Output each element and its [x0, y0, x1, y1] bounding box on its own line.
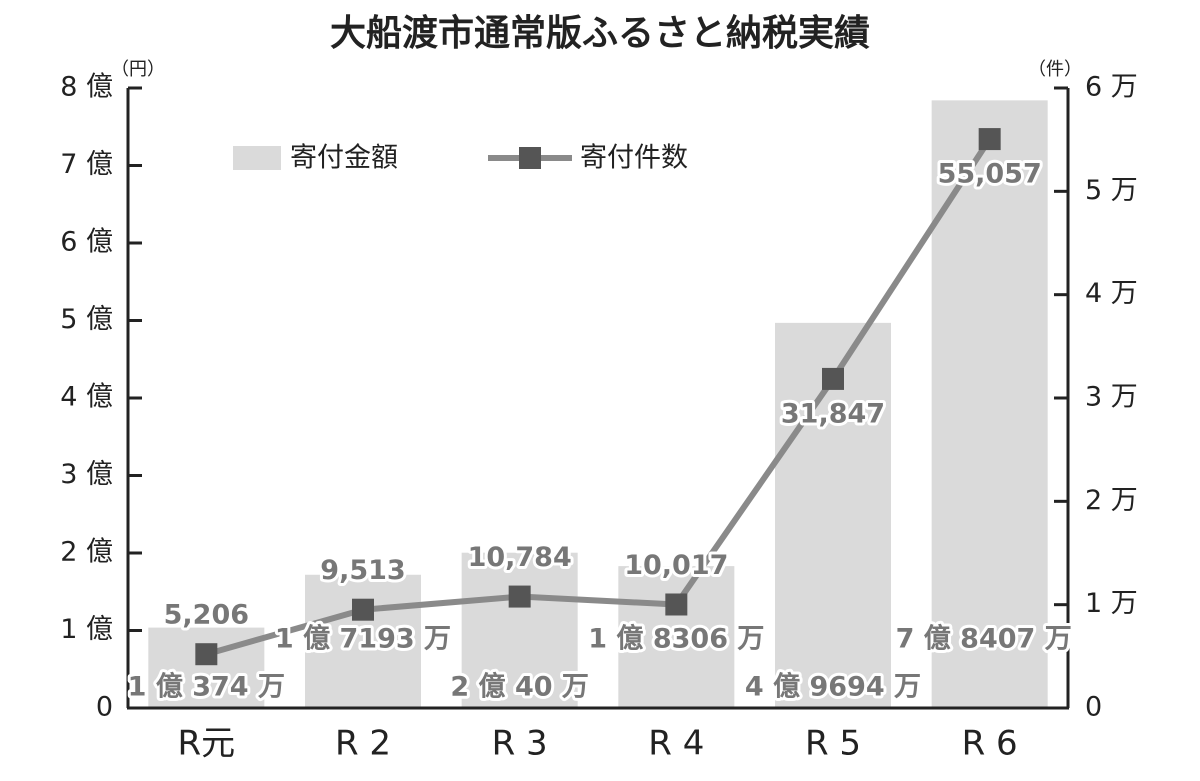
y-tick-label: 4 億: [60, 382, 113, 413]
x-tick-label: R 3: [492, 724, 548, 764]
legend-swatch: [233, 146, 281, 170]
y-tick-label: 5 億: [60, 304, 113, 335]
y-tick-label: 1 億: [60, 614, 113, 645]
marker: [665, 593, 688, 616]
bar: [931, 100, 1048, 708]
marker: [822, 367, 844, 390]
data-label: 1 億 8306 万: [588, 624, 764, 655]
data-label: 55,057: [938, 159, 1042, 190]
y-tick-label: 6 億: [60, 227, 113, 258]
x-tick-label: R元: [178, 724, 236, 764]
data-label: 31,847: [781, 398, 885, 429]
data-label: 7 億 8407 万: [896, 624, 1072, 655]
x-tick-label: R 4: [648, 724, 704, 764]
y-tick-label: 7 億: [60, 149, 113, 180]
bar: [461, 552, 578, 708]
y2-tick-label: 2 万: [1085, 485, 1138, 516]
line: [205, 137, 993, 658]
x-tick-label: R 2: [335, 724, 391, 764]
y2-tick-label: 1 万: [1085, 588, 1138, 619]
y-tick-label: 8 億: [60, 72, 113, 103]
legend-label: 寄付金額: [290, 143, 398, 174]
data-label: 1 億 374 万: [128, 672, 285, 703]
x-tick-label: R 5: [805, 724, 861, 764]
data-label: 2 億 40 万: [450, 672, 589, 703]
y2-tick-label: 0: [1085, 692, 1102, 723]
y-tick-label: 0: [96, 692, 113, 723]
y-tick-label: 2 億: [60, 537, 113, 568]
y-axis-unit: （円）: [111, 59, 165, 80]
chart-title: 大船渡市通常版ふるさと納税実績: [330, 12, 870, 54]
y2-tick-label: 5 万: [1085, 175, 1138, 206]
x-tick-label: R 6: [962, 724, 1018, 764]
legend-swatch: [519, 147, 541, 169]
marker: [352, 598, 374, 621]
bar: [618, 566, 735, 708]
data-label: 5,206: [164, 600, 249, 631]
data-label: 1 億 7193 万: [275, 624, 451, 655]
y2-tick-label: 6 万: [1085, 72, 1138, 103]
y2-tick-label: 4 万: [1085, 278, 1138, 309]
data-label: 4 億 9694 万: [745, 672, 921, 703]
legend-label: 寄付件数: [580, 143, 688, 174]
y2-tick-label: 3 万: [1085, 382, 1138, 413]
bar: [305, 574, 421, 708]
marker: [508, 585, 531, 608]
y2-axis-unit: （件）: [1028, 59, 1082, 80]
y-tick-label: 3 億: [60, 459, 113, 490]
data-label: 10,784: [468, 542, 572, 573]
data-label: 9,513: [320, 555, 405, 586]
data-label: 10,017: [624, 550, 728, 581]
marker: [978, 128, 1001, 151]
marker: [195, 643, 218, 666]
